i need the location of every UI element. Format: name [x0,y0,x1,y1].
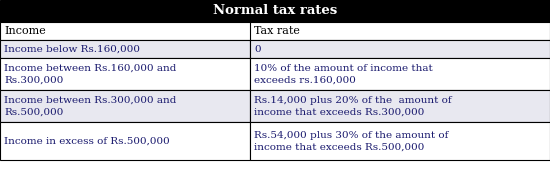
Bar [0,40,250,58]
Text: Tax rate: Tax rate [254,26,300,36]
Text: Rs.54,000 plus 30% of the amount of
income that exceeds Rs.500,000: Rs.54,000 plus 30% of the amount of inco… [254,131,449,151]
Text: Rs.14,000 plus 20% of the  amount of
income that exceeds Rs.300,000: Rs.14,000 plus 20% of the amount of inco… [254,96,452,116]
Bar [0,90,250,122]
Bar [0,0,550,22]
Text: Normal tax rates: Normal tax rates [213,4,337,18]
Bar [0,122,250,160]
Text: Income between Rs.300,000 and
Rs.500,000: Income between Rs.300,000 and Rs.500,000 [4,96,177,116]
Text: 10% of the amount of income that
exceeds rs.160,000: 10% of the amount of income that exceeds… [254,64,433,84]
Bar [250,90,550,122]
Bar [0,58,250,90]
Text: Income in excess of Rs.500,000: Income in excess of Rs.500,000 [4,136,170,145]
Text: Income: Income [4,26,46,36]
Text: Income below Rs.160,000: Income below Rs.160,000 [4,44,140,53]
Bar [250,58,550,90]
Text: Income between Rs.160,000 and
Rs.300,000: Income between Rs.160,000 and Rs.300,000 [4,64,177,84]
Bar [250,122,550,160]
Bar [250,40,550,58]
Bar [0,22,550,40]
Text: 0: 0 [254,44,261,53]
